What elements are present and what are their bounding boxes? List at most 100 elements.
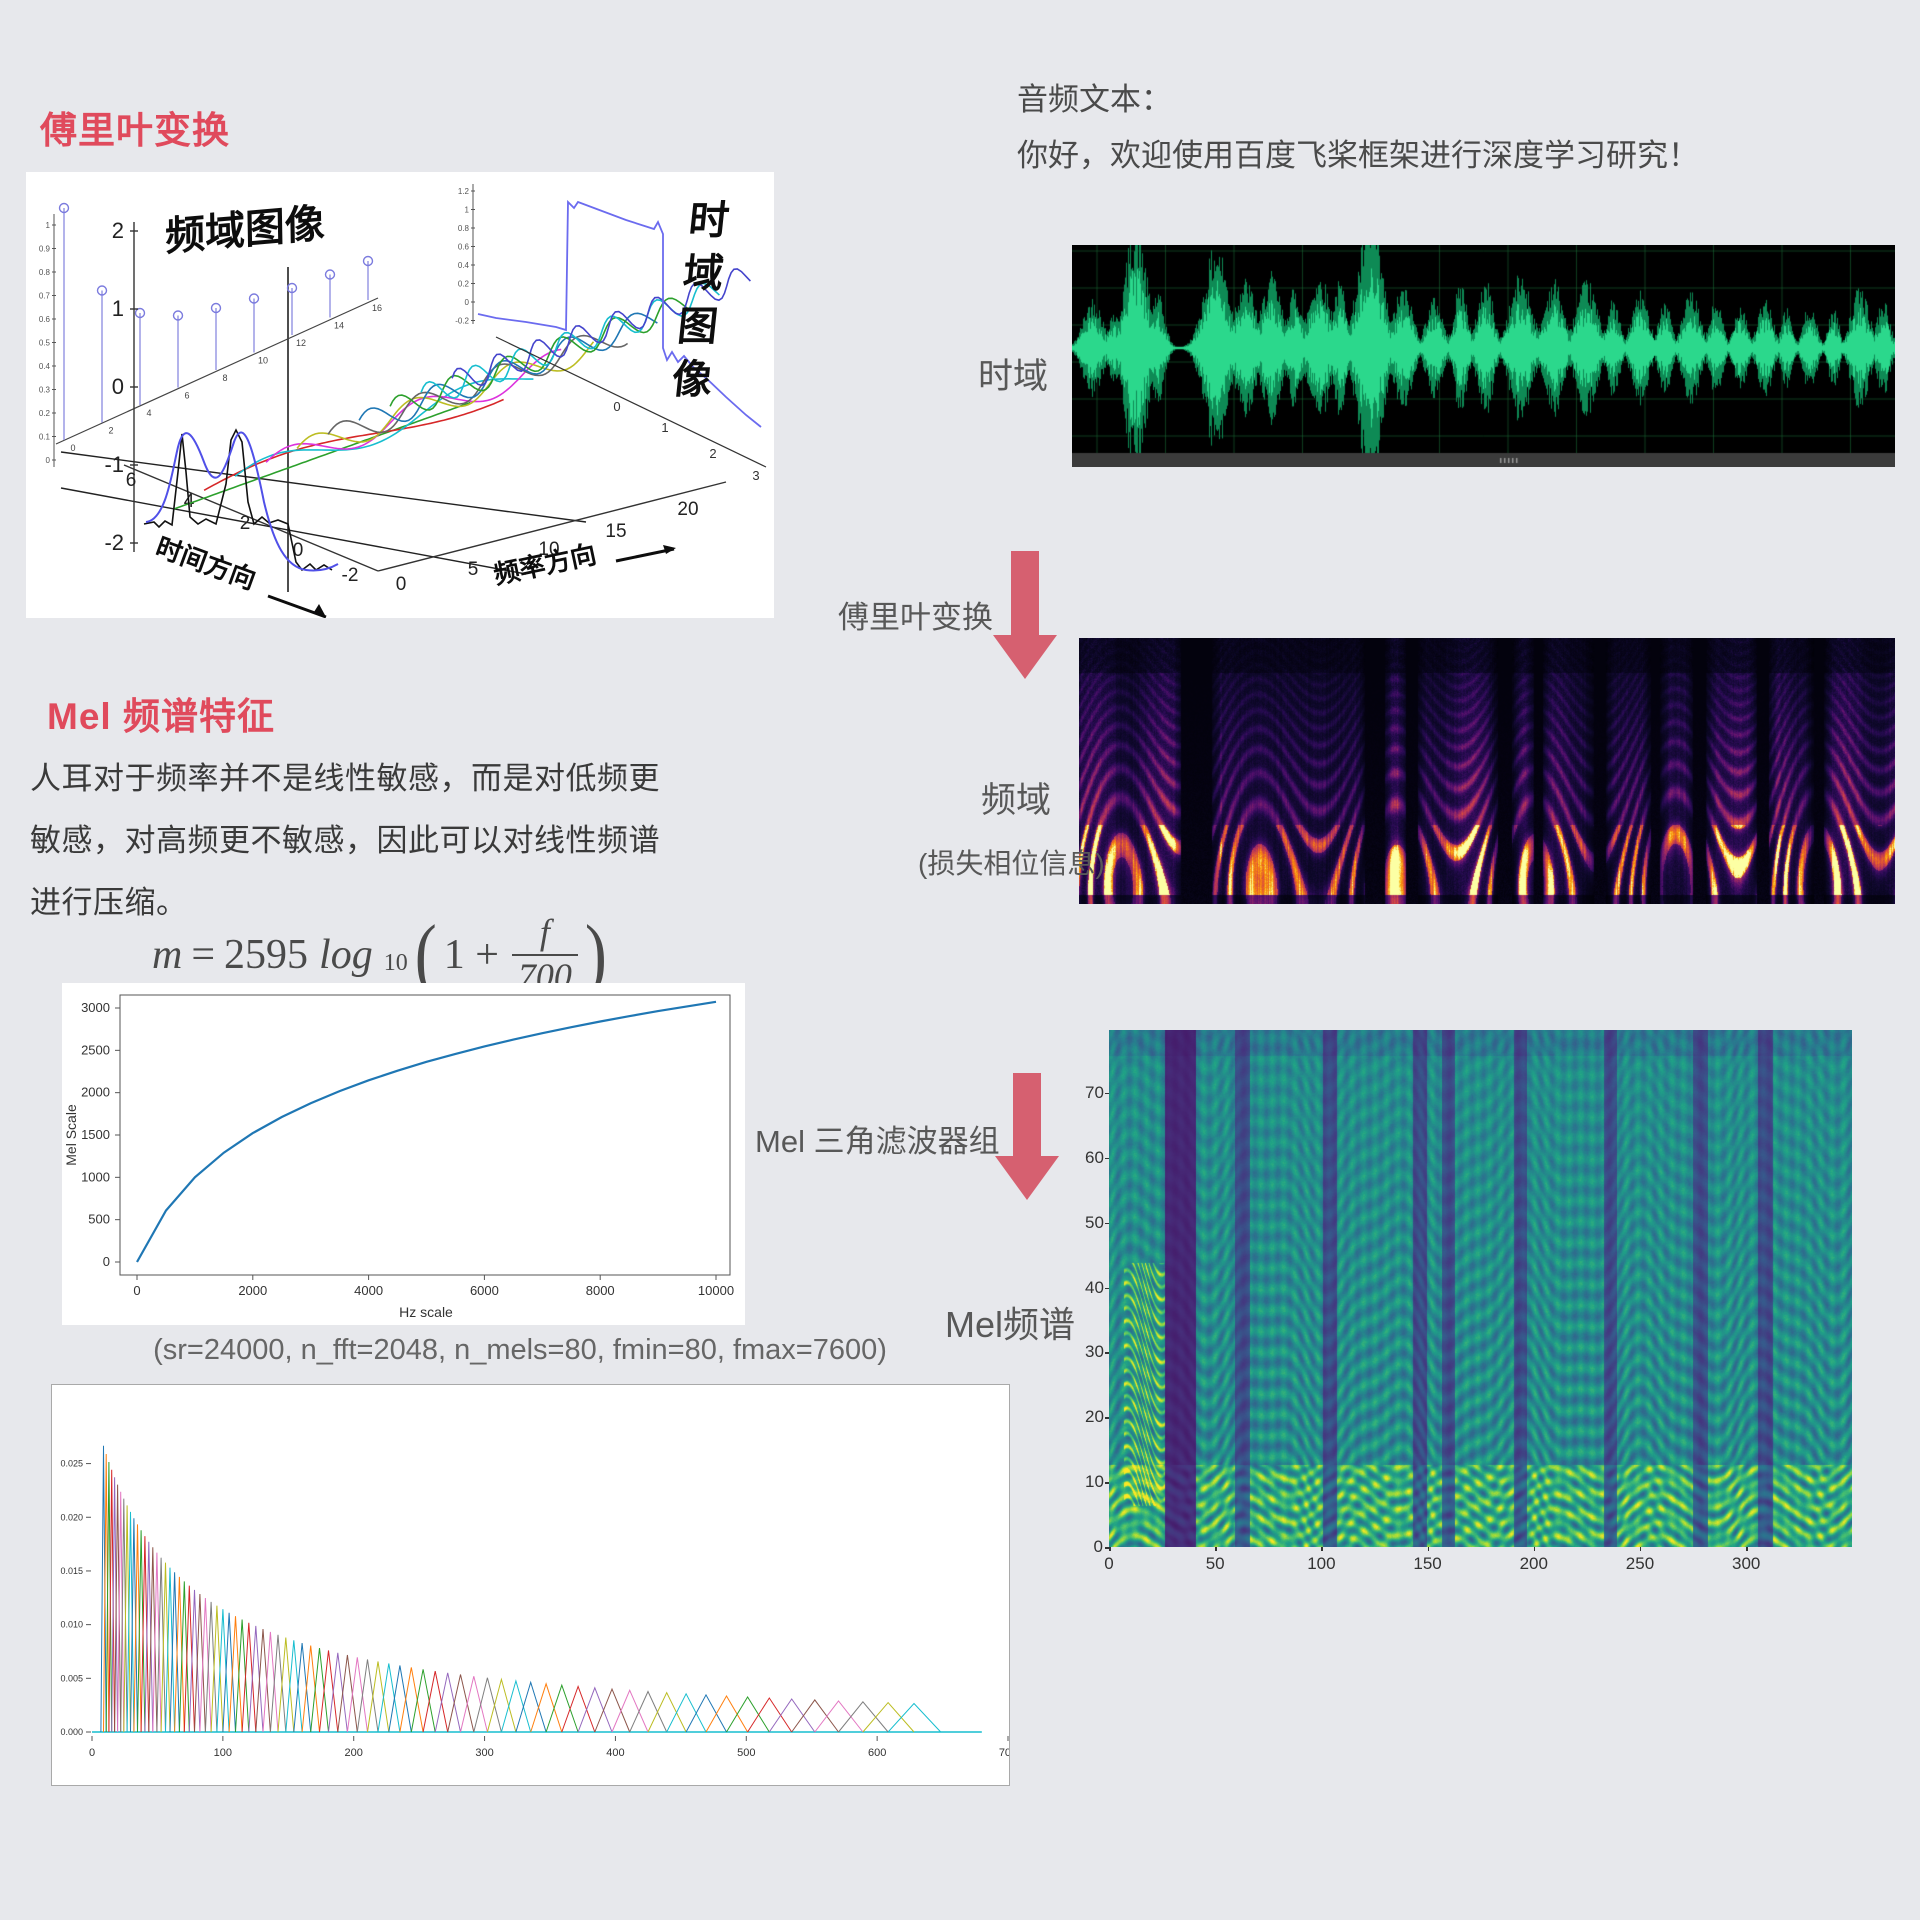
mel-filter-triangle [887, 1702, 942, 1733]
filterbank-caption: (sr=24000, n_fft=2048, n_mels=80, fmin=8… [153, 1334, 887, 1366]
melspec-y-tick: 30 [1085, 1342, 1104, 1362]
x-tick-label: 2000 [238, 1283, 267, 1298]
stem-marker [134, 307, 146, 319]
mel-filter-triangle [377, 1663, 401, 1733]
z-axis-tick: 0 [112, 374, 124, 399]
mel-filter-triangle [611, 1689, 649, 1733]
x-tick-label: 0 [133, 1283, 140, 1298]
mel-filter-triangle [133, 1524, 142, 1733]
mel-filter-triangle [183, 1585, 195, 1733]
mel-filter-triangle [152, 1552, 162, 1733]
x-tick-label: 100 [214, 1747, 232, 1759]
mel-filter-triangle [120, 1498, 128, 1733]
right-axis-tick: 1.2 [458, 187, 470, 196]
freq-domain-label: 频域 [981, 781, 1052, 820]
mel-filter-triangle [838, 1701, 889, 1733]
down-arrow-icon [1013, 1073, 1041, 1156]
mel-filter-triangle [123, 1505, 131, 1733]
tick [1105, 1287, 1109, 1290]
tick [1105, 1222, 1109, 1225]
mel-filter-triangle [422, 1670, 449, 1733]
mel-filter-triangle [747, 1697, 793, 1733]
right-time-tick: 2 [709, 446, 716, 461]
mel-filter-triangle [647, 1691, 687, 1733]
formula-close-paren: ) [584, 908, 607, 1000]
y-tick-label: 2000 [81, 1085, 110, 1100]
mel-filter-triangle [726, 1696, 770, 1733]
freq-axis-tick: 10 [538, 539, 559, 560]
mel-filter-triangle [255, 1628, 271, 1733]
y-tick-label: 0.000 [60, 1727, 83, 1737]
tick [1105, 1352, 1109, 1354]
stem-x-tick: 10 [258, 356, 268, 366]
mel-filter-triangle [248, 1625, 264, 1733]
stem-axis-tick: 0.9 [39, 245, 51, 254]
sum-signal-blue [145, 431, 339, 572]
down-arrow-icon [995, 1156, 1059, 1200]
mel-filter-triangle [108, 1469, 116, 1733]
mel-filter-triangle [144, 1541, 154, 1733]
stem-axis-tick: 0.5 [39, 339, 51, 348]
y-tick-label: 0.010 [60, 1620, 83, 1630]
stem-x-tick: 16 [372, 303, 382, 313]
mel-spec-label: Mel频谱 [945, 1304, 1076, 1345]
mel-filter-triangle [434, 1672, 461, 1733]
mel-filter-triangle [174, 1576, 185, 1733]
freq-axis-tick: 15 [605, 521, 626, 542]
time-axis-tick: -2 [342, 565, 359, 586]
mel-filter-triangle [114, 1484, 122, 1733]
y-tick-label: 0.020 [60, 1512, 83, 1522]
mel-filter-triangle [293, 1642, 312, 1733]
freq-axis [377, 481, 727, 572]
y-tick-label: 1500 [81, 1127, 110, 1142]
mel-filter-triangle [337, 1654, 358, 1733]
stem-x-tick: 0 [70, 443, 75, 453]
mel-filter-triangle [194, 1593, 206, 1733]
right-axis-tick: 0.4 [458, 261, 470, 270]
mel-filter-triangle [447, 1674, 475, 1733]
time-image-label: 像 [670, 358, 715, 402]
mel-section-title: Mel 频谱特征 [47, 696, 275, 737]
melspec-y-tick: 50 [1085, 1212, 1104, 1232]
mel-filter-triangle [148, 1547, 158, 1733]
right-time-tick: 3 [752, 468, 759, 483]
mel-filter-triangle [629, 1690, 668, 1733]
right-axis-tick: 1 [465, 206, 470, 215]
tick [1105, 1157, 1109, 1160]
mel-filter-triangle [111, 1477, 119, 1733]
tick [1109, 1547, 1111, 1551]
y-tick-label: 500 [88, 1212, 110, 1227]
mel-filter-triangle [594, 1687, 631, 1733]
z-axis-tick: -2 [104, 530, 124, 555]
component-sine [203, 398, 504, 492]
time-axis-tick: 6 [126, 470, 137, 491]
mel-filter-triangle [126, 1511, 135, 1733]
mel-formula: m = 2595 log 10 ( 1 + f 700 ) [152, 905, 607, 1005]
stem-baseline [55, 297, 379, 445]
mel-filterbank-chart: 0 100 200 300 400 500 600 700 0.000 0.005 0.010 0.0… [52, 1385, 1017, 1785]
paragraph-line: 进行压缩。 [30, 885, 188, 920]
x-tick-label: 6000 [470, 1283, 499, 1298]
mel-filter-triangle [310, 1647, 329, 1733]
melspec-y-tick: 40 [1085, 1277, 1104, 1297]
x-tick-label: 10000 [698, 1283, 734, 1298]
filterbank-chart-panel: 0 100 200 300 400 500 600 700 0.000 0.005 0.010 0.0… [51, 1384, 1017, 1786]
mel-filter-triangle [285, 1640, 303, 1733]
mel-filter-triangle [319, 1650, 339, 1733]
mel-filter-triangle [410, 1669, 436, 1733]
formula-log-base: 10 [383, 949, 408, 976]
mel-filter-triangle [791, 1699, 839, 1733]
right-time-tick: 0 [613, 399, 620, 414]
time-axis-tick: 2 [240, 513, 251, 534]
x-tick-label: 0 [89, 1747, 95, 1759]
stem-x-tick: 8 [222, 373, 227, 383]
mel-filter-triangle [165, 1567, 176, 1733]
mel-filter-arrow-label: Mel 三角滤波器组 [755, 1124, 1000, 1159]
y-tick-label: 0.015 [60, 1566, 83, 1576]
mel-curve [136, 1000, 717, 1263]
mel-filter-triangle [545, 1683, 579, 1733]
mel-filter-triangle [862, 1701, 915, 1733]
formula-inner: 1 + [443, 932, 499, 978]
stem-x-tick: 2 [108, 426, 113, 436]
